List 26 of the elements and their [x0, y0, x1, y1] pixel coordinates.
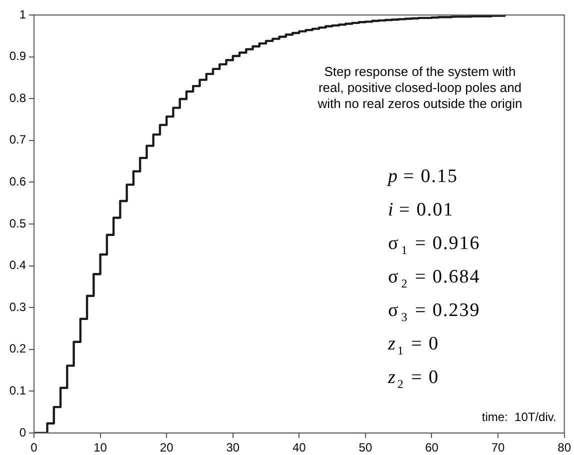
y-tick-label: 0.5 [9, 216, 26, 230]
annotation: real, positive closed-loop poles and [318, 80, 522, 95]
x-tick-label: 50 [358, 440, 372, 455]
x-tick-label: 80 [558, 440, 572, 455]
x-tick-label: 0 [30, 440, 38, 455]
x-tick-label: 70 [491, 440, 506, 455]
annotation: Step response of the system with [324, 64, 516, 79]
y-tick-label: 0.1 [9, 384, 26, 398]
y-tick-label: 0.8 [9, 90, 26, 105]
annotation: i = 0.01 [388, 200, 454, 220]
annotation: with no real zeros outside the origin [316, 96, 522, 111]
y-tick-label: 0 [19, 425, 26, 440]
y-tick-label: 0.4 [9, 258, 26, 272]
y-tick-label: 0.9 [9, 49, 26, 64]
y-tick-label: 0.6 [9, 174, 26, 189]
annotation: p = 0.15 [386, 166, 458, 187]
x-tick-label: 10 [94, 440, 108, 455]
y-tick-label: 1 [19, 7, 26, 22]
y-tick-label: 0.2 [9, 342, 26, 356]
y-tick-label: 0.3 [9, 300, 26, 314]
annotation: time: 10T/div. [482, 410, 556, 424]
x-tick-label: 60 [425, 440, 439, 455]
x-tick-label: 40 [292, 440, 306, 455]
x-tick-label: 30 [226, 440, 240, 455]
x-tick-label: 20 [160, 440, 174, 455]
y-tick-label: 0.7 [9, 132, 26, 147]
